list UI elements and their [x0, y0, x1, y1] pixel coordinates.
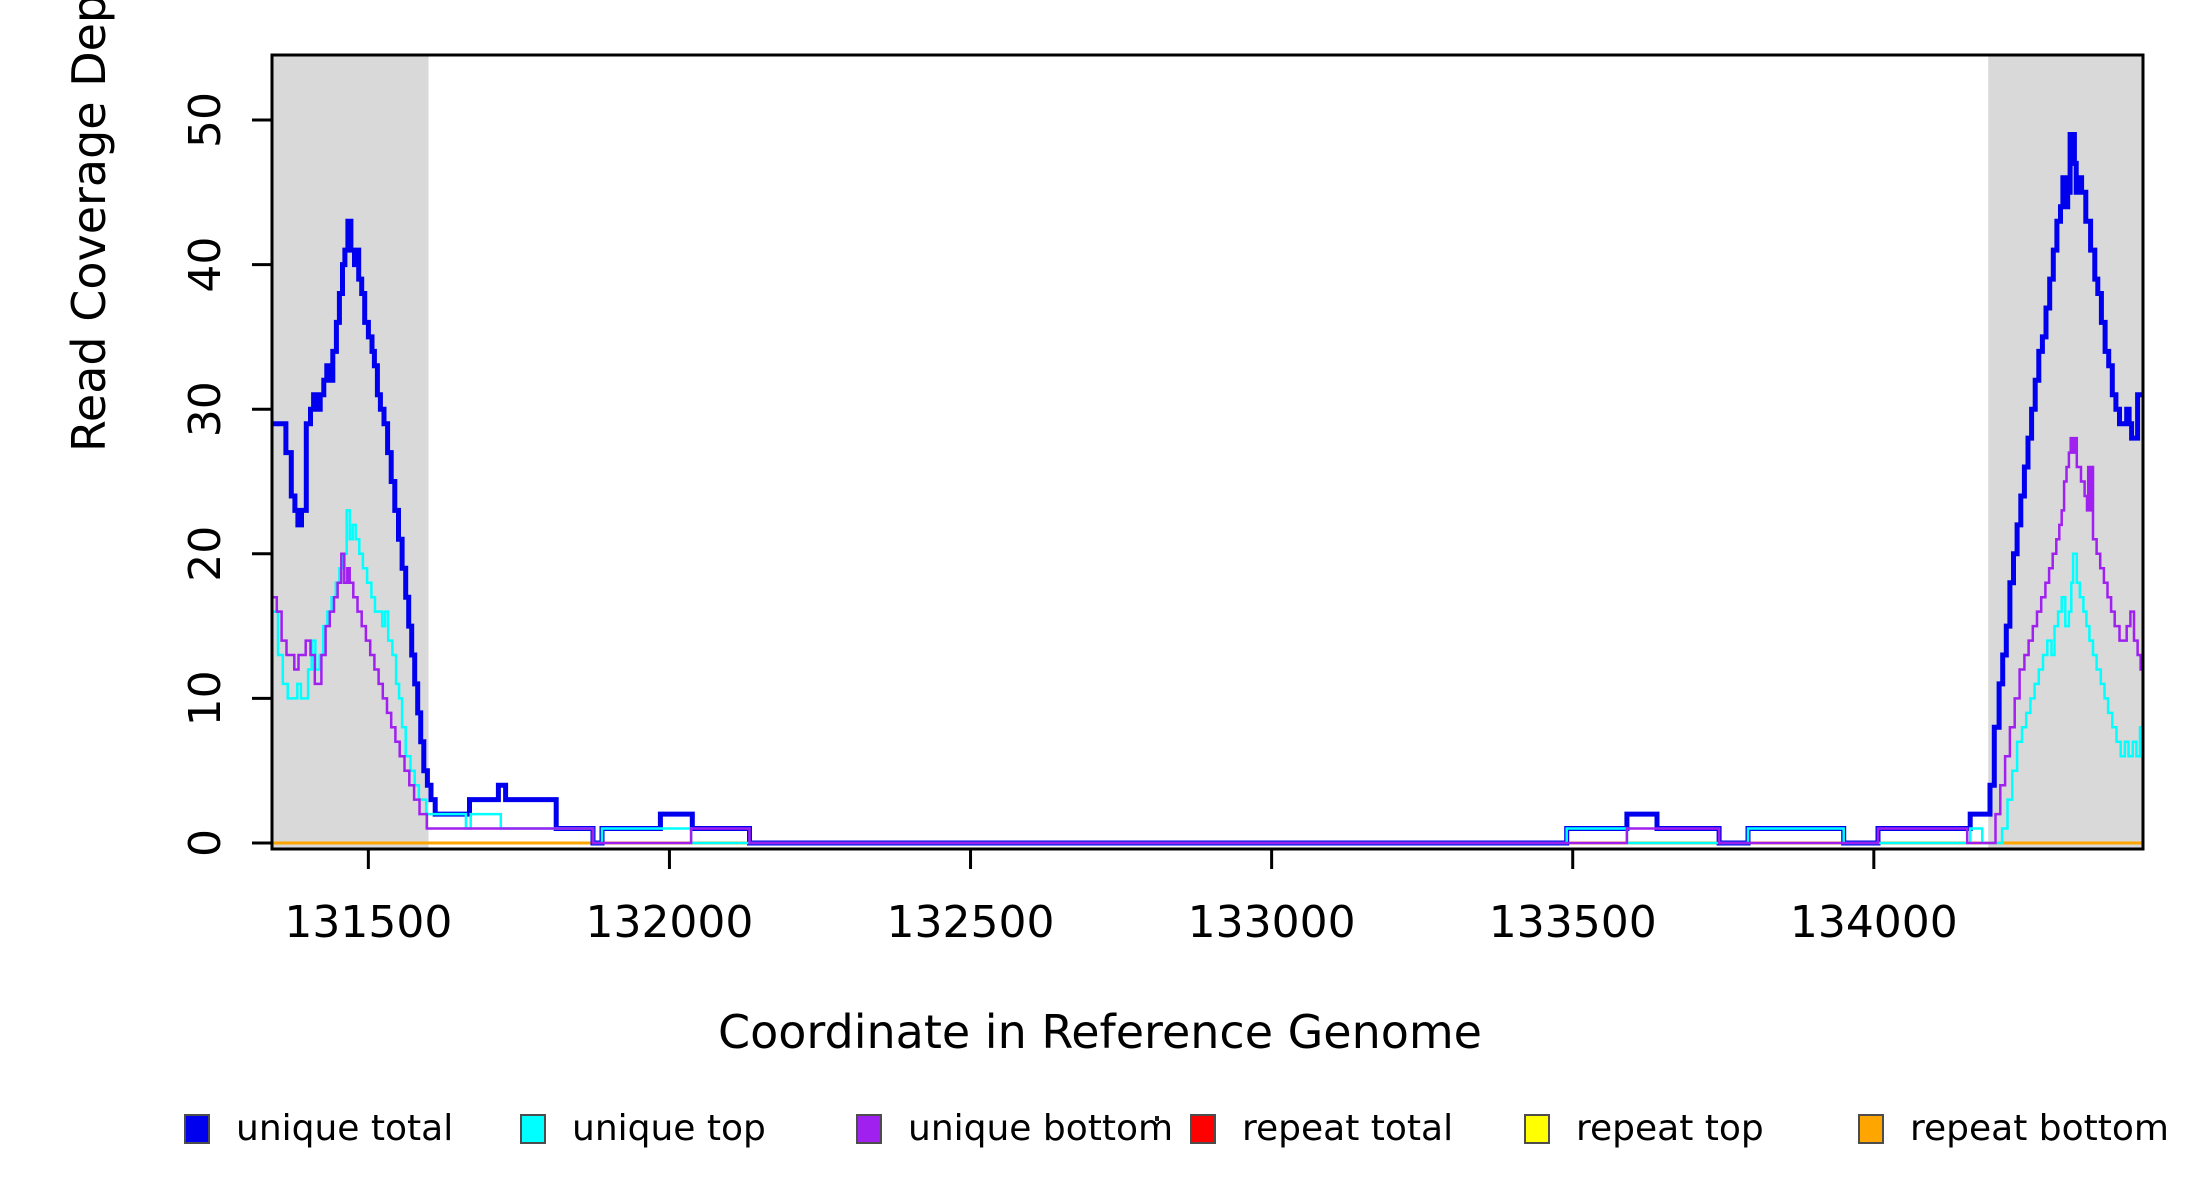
y-tick-label: 10 [180, 670, 231, 726]
legend-entry-unique-top: unique top [520, 1108, 766, 1149]
y-tick-label: 0 [180, 829, 231, 857]
legend-label: unique total [236, 1108, 454, 1149]
legend-swatch-icon [856, 1113, 882, 1144]
y-tick-label: 20 [180, 526, 231, 582]
y-tick-label: 40 [180, 237, 231, 293]
legend-label: repeat total [1242, 1108, 1454, 1149]
y-tick-label: 30 [180, 381, 231, 437]
legend-label: repeat top [1576, 1108, 1764, 1149]
x-tick-label: 132000 [585, 897, 753, 948]
legend-entry-unique-bottom: unique bottom [856, 1108, 1173, 1149]
legend-label: unique bottom [908, 1108, 1174, 1149]
legend-label: unique top [572, 1108, 766, 1149]
chart-legend: unique total unique top unique bottom repea… [0, 1108, 2200, 1168]
legend-label: repeat bottom [1910, 1108, 2169, 1149]
x-tick-label: 131500 [284, 897, 452, 948]
series-line-unique-bottom [272, 436, 2143, 845]
stray-dot-mark [1155, 1116, 1159, 1121]
series-line-unique-top [272, 509, 2143, 845]
x-tick-label: 132500 [887, 897, 1055, 948]
legend-entry-repeat-bottom: repeat bottom [1858, 1108, 2169, 1149]
x-axis-title: Coordinate in Reference Genome [718, 1005, 1482, 1059]
legend-entry-unique-total: unique total [184, 1108, 453, 1149]
y-axis-title: Read Coverage Depth [62, 0, 116, 452]
shaded-repeat-region [1988, 55, 2143, 849]
x-tick-label: 134000 [1790, 897, 1958, 948]
legend-swatch-icon [184, 1113, 210, 1144]
legend-swatch-icon [1190, 1113, 1216, 1144]
legend-entry-repeat-top: repeat top [1524, 1108, 1764, 1149]
legend-entry-repeat-total: repeat total [1190, 1108, 1453, 1149]
legend-swatch-icon [1524, 1113, 1550, 1144]
legend-swatch-icon [1858, 1113, 1884, 1144]
legend-swatch-icon [520, 1113, 546, 1144]
series-line-unique-total [272, 132, 2143, 846]
x-tick-label: 133500 [1489, 897, 1657, 948]
plot-border [270, 53, 2145, 851]
x-tick-label: 133000 [1188, 897, 1356, 948]
y-tick-label: 50 [180, 92, 231, 148]
